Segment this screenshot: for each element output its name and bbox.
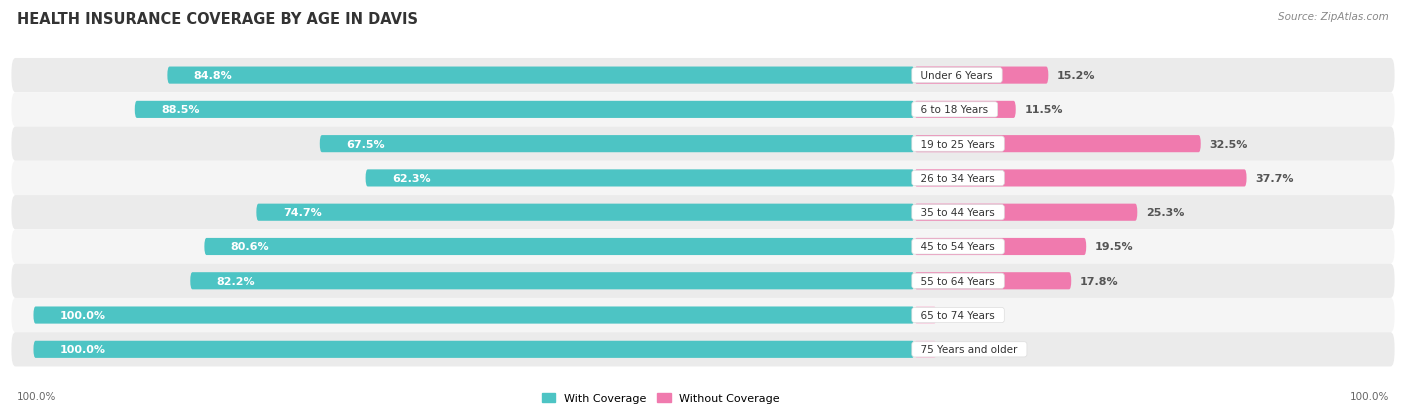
FancyBboxPatch shape — [11, 161, 1395, 196]
FancyBboxPatch shape — [11, 332, 1395, 367]
FancyBboxPatch shape — [11, 59, 1395, 93]
Text: 26 to 34 Years: 26 to 34 Years — [914, 173, 1001, 183]
FancyBboxPatch shape — [914, 136, 1201, 153]
FancyBboxPatch shape — [190, 273, 914, 290]
Text: 55 to 64 Years: 55 to 64 Years — [914, 276, 1001, 286]
Text: 80.6%: 80.6% — [231, 242, 270, 252]
FancyBboxPatch shape — [914, 204, 1137, 221]
FancyBboxPatch shape — [34, 307, 914, 324]
FancyBboxPatch shape — [11, 196, 1395, 230]
Text: 88.5%: 88.5% — [162, 105, 200, 115]
FancyBboxPatch shape — [319, 136, 914, 153]
Text: 11.5%: 11.5% — [1025, 105, 1063, 115]
Text: Under 6 Years: Under 6 Years — [914, 71, 1000, 81]
FancyBboxPatch shape — [256, 204, 914, 221]
Text: 35 to 44 Years: 35 to 44 Years — [914, 208, 1001, 218]
FancyBboxPatch shape — [11, 264, 1395, 298]
Text: 19 to 25 Years: 19 to 25 Years — [914, 139, 1001, 149]
Text: 100.0%: 100.0% — [60, 344, 105, 354]
FancyBboxPatch shape — [914, 67, 1049, 85]
FancyBboxPatch shape — [914, 238, 1087, 255]
Text: HEALTH INSURANCE COVERAGE BY AGE IN DAVIS: HEALTH INSURANCE COVERAGE BY AGE IN DAVI… — [17, 12, 418, 27]
FancyBboxPatch shape — [34, 341, 914, 358]
FancyBboxPatch shape — [914, 341, 936, 358]
FancyBboxPatch shape — [11, 298, 1395, 332]
Text: 74.7%: 74.7% — [283, 208, 322, 218]
Text: 67.5%: 67.5% — [346, 139, 385, 149]
FancyBboxPatch shape — [167, 67, 914, 85]
FancyBboxPatch shape — [11, 127, 1395, 161]
FancyBboxPatch shape — [11, 93, 1395, 127]
Text: 82.2%: 82.2% — [217, 276, 256, 286]
Text: 100.0%: 100.0% — [17, 391, 56, 401]
Text: 37.7%: 37.7% — [1256, 173, 1294, 183]
Text: 65 to 74 Years: 65 to 74 Years — [914, 310, 1001, 320]
Text: 17.8%: 17.8% — [1080, 276, 1119, 286]
Text: 75 Years and older: 75 Years and older — [914, 344, 1025, 354]
Text: 6 to 18 Years: 6 to 18 Years — [914, 105, 995, 115]
Text: 25.3%: 25.3% — [1146, 208, 1184, 218]
FancyBboxPatch shape — [11, 230, 1395, 264]
Text: 45 to 54 Years: 45 to 54 Years — [914, 242, 1001, 252]
Legend: With Coverage, Without Coverage: With Coverage, Without Coverage — [537, 388, 785, 408]
Text: Source: ZipAtlas.com: Source: ZipAtlas.com — [1278, 12, 1389, 22]
Text: 32.5%: 32.5% — [1209, 139, 1249, 149]
FancyBboxPatch shape — [914, 170, 1247, 187]
Text: 84.8%: 84.8% — [194, 71, 232, 81]
Text: 0.0%: 0.0% — [945, 344, 976, 354]
FancyBboxPatch shape — [135, 102, 914, 119]
Text: 15.2%: 15.2% — [1057, 71, 1095, 81]
FancyBboxPatch shape — [914, 307, 936, 324]
FancyBboxPatch shape — [914, 273, 1071, 290]
Text: 100.0%: 100.0% — [1350, 391, 1389, 401]
Text: 0.0%: 0.0% — [945, 310, 976, 320]
Text: 19.5%: 19.5% — [1095, 242, 1133, 252]
Text: 100.0%: 100.0% — [60, 310, 105, 320]
Text: 62.3%: 62.3% — [392, 173, 430, 183]
FancyBboxPatch shape — [914, 102, 1015, 119]
FancyBboxPatch shape — [366, 170, 914, 187]
FancyBboxPatch shape — [204, 238, 914, 255]
